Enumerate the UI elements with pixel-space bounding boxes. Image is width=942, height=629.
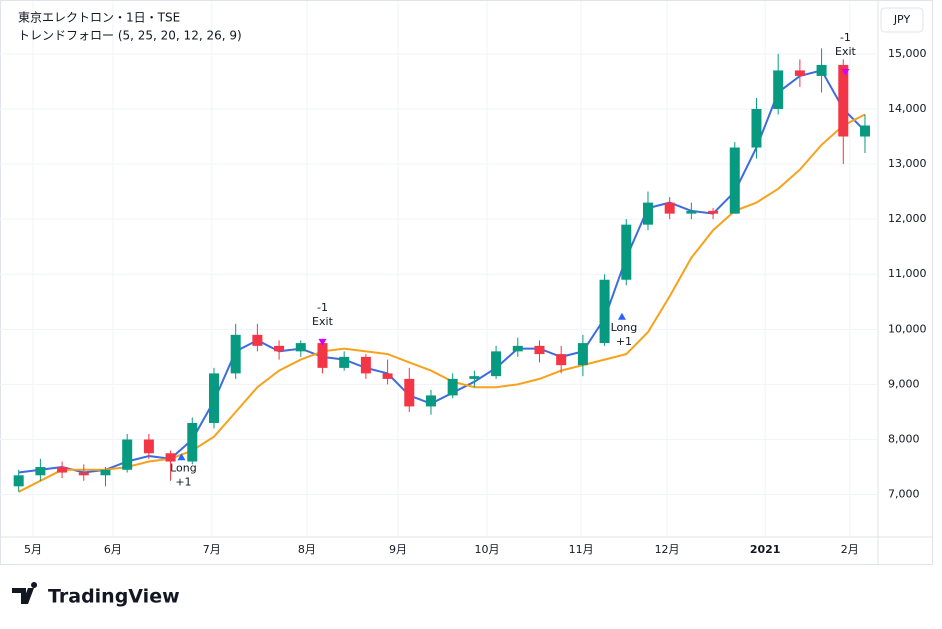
x-tick-label: 7月 [203, 543, 221, 556]
currency[interactable]: JPY [893, 13, 911, 26]
candle-body [57, 467, 68, 473]
y-tick-label: 15,000 [888, 47, 927, 60]
candle-body [859, 125, 870, 137]
x-tick-label: 5月 [24, 543, 42, 556]
y-tick-label: 7,000 [888, 488, 920, 501]
candle-body [230, 334, 241, 374]
x-tick-label: 10月 [474, 543, 499, 556]
candle-body [382, 373, 393, 379]
candle-body [469, 376, 480, 379]
candle-body [708, 210, 719, 214]
candle-body [187, 422, 198, 462]
candle-body [751, 108, 762, 148]
candle-body [686, 210, 697, 214]
signal-arrow [177, 453, 186, 461]
candle-body [621, 224, 632, 280]
candle-body [642, 202, 653, 225]
x-tick-label: 2021 [750, 543, 781, 556]
candle-body [35, 467, 46, 476]
candle-body [794, 70, 805, 76]
signal-qty: +1 [175, 475, 191, 488]
candle-body [773, 70, 784, 109]
moving-average-line [18, 69, 866, 474]
y-tick-label: 13,000 [888, 157, 927, 170]
x-tick-label: 2月 [841, 543, 859, 556]
candle-body [208, 373, 219, 423]
signal-qty: -1 [317, 301, 328, 314]
moving-average-line [18, 113, 866, 493]
y-tick-label: 11,000 [888, 267, 927, 280]
candle-body [404, 378, 415, 407]
signal-qty: -1 [840, 31, 851, 44]
signal-label: Long [611, 321, 638, 334]
candle-body [100, 469, 111, 476]
signal-label: Exit [312, 315, 334, 328]
frame [0, 0, 933, 565]
x-tick-label: 8月 [298, 543, 316, 556]
candle-body [425, 395, 436, 407]
candle-body [599, 279, 610, 344]
x-tick-label: 11月 [569, 543, 594, 556]
candle-body [556, 354, 567, 366]
signal-arrow [318, 338, 327, 346]
candle-body [816, 64, 827, 76]
y-tick-label: 14,000 [888, 102, 927, 115]
signal-arrow [617, 312, 626, 320]
candle-body [274, 345, 285, 352]
candle-body [729, 147, 740, 214]
candle-body [143, 439, 154, 454]
brand: TradingView [48, 586, 180, 608]
candle-body [339, 356, 350, 368]
candle-body [577, 343, 588, 366]
candle-body [491, 351, 502, 377]
candle-body [360, 356, 371, 374]
logo-icon [12, 582, 38, 604]
candle-body [534, 345, 545, 355]
candle-body [252, 334, 263, 346]
candle-body [295, 343, 306, 352]
x-tick-label: 12月 [655, 543, 680, 556]
candle-body [13, 475, 24, 487]
currency-button[interactable] [880, 7, 924, 33]
y-tick-label: 9,000 [888, 377, 920, 390]
candle-body [165, 453, 176, 462]
candle-body [317, 343, 328, 368]
x-tick-label: 9月 [389, 543, 407, 556]
signal-qty: +1 [616, 335, 632, 348]
logo: TradingView [12, 582, 180, 608]
signal-label: Long [170, 461, 197, 474]
chart-title: 東京エレクトロン・1日・TSE [18, 11, 180, 25]
y-tick-label: 10,000 [888, 322, 927, 335]
signal-arrow [841, 68, 850, 76]
signal-label: Exit [835, 45, 857, 58]
y-tick-label: 8,000 [888, 432, 920, 445]
candle-body [78, 472, 89, 476]
candle-body [122, 439, 133, 470]
indicator-label: トレンドフォロー (5, 25, 20, 12, 26, 9) [18, 29, 242, 43]
y-tick-label: 12,000 [888, 212, 927, 225]
candle-body [447, 378, 458, 396]
x-tick-label: 6月 [104, 543, 122, 556]
candle-body [664, 202, 675, 214]
candle-body [512, 345, 523, 352]
candle-body [838, 64, 849, 137]
